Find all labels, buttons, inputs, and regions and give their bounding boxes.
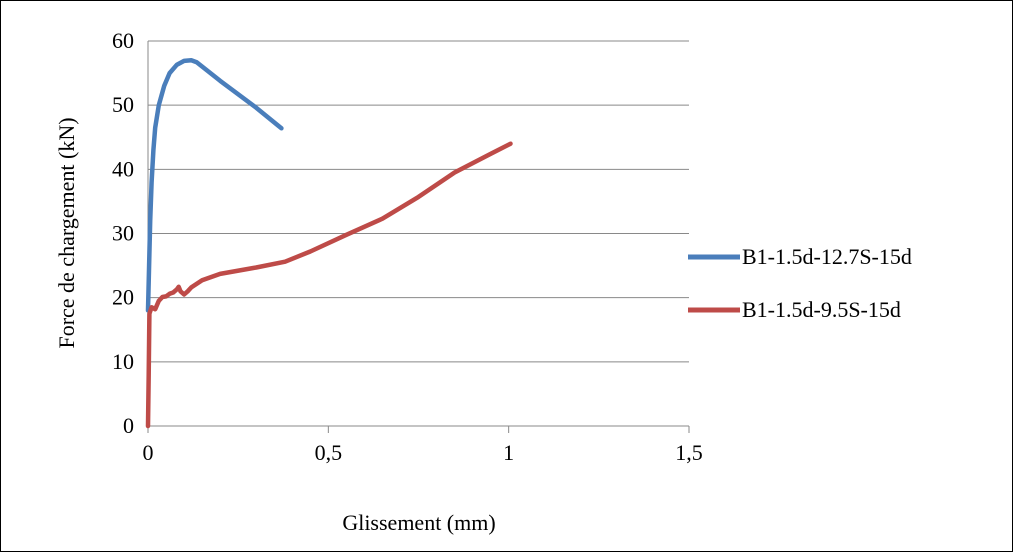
legend-label-series-1: B1-1.5d-12.7S-15d xyxy=(742,244,912,269)
x-axis-title: Glissement (mm) xyxy=(342,510,495,535)
grid-lines xyxy=(148,40,689,363)
y-tick-label: 30 xyxy=(112,221,134,246)
series-line-1 xyxy=(145,58,284,313)
x-tick-label: 1,5 xyxy=(675,440,703,465)
x-tick-label: 1 xyxy=(503,440,514,465)
y-tick-label: 0 xyxy=(123,413,134,438)
legend: B1-1.5d-12.7S-15d B1-1.5d-9.5S-15d xyxy=(688,244,912,322)
axes xyxy=(147,41,690,433)
y-tick-label: 20 xyxy=(112,285,134,310)
y-tick-label: 60 xyxy=(112,28,134,53)
y-axis-title: Force de chargement (kN) xyxy=(54,117,79,348)
y-tick-label: 40 xyxy=(112,156,134,181)
x-tick-label: 0 xyxy=(143,440,154,465)
series-lines xyxy=(145,58,513,429)
series-line-2 xyxy=(145,141,513,429)
y-tick-label: 10 xyxy=(112,349,134,374)
x-tick-label: 0,5 xyxy=(315,440,343,465)
tick-labels: 0 10 20 30 40 50 60 0 0,5 1 1,5 xyxy=(112,28,703,465)
y-tick-label: 50 xyxy=(112,92,134,117)
legend-label-series-2: B1-1.5d-9.5S-15d xyxy=(742,297,901,322)
